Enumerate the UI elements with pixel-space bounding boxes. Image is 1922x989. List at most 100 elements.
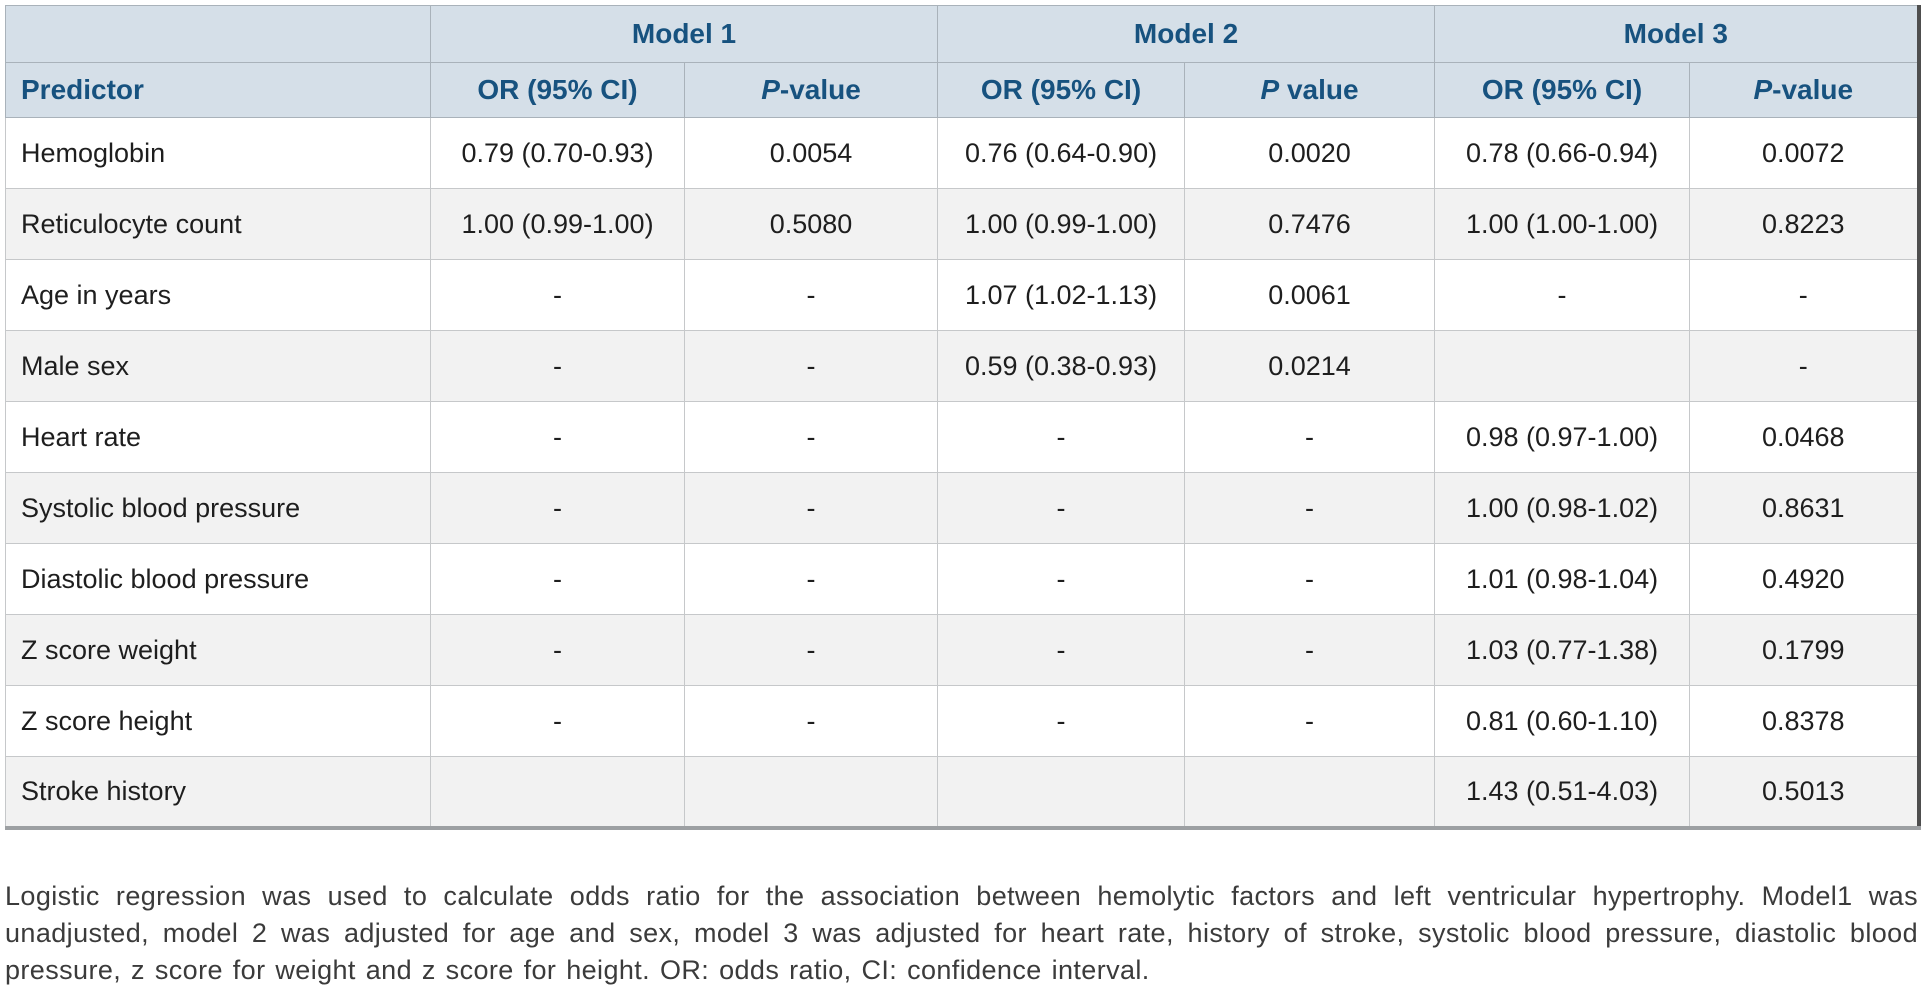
- model-3-header: Model 3: [1434, 5, 1920, 63]
- value-cell: 0.78 (0.66-0.94): [1434, 117, 1691, 189]
- value-cell: -: [683, 614, 939, 686]
- model3-or-header: OR (95% CI): [1434, 62, 1691, 118]
- predictor-header: Predictor: [5, 62, 431, 118]
- p-italic: P: [761, 74, 780, 105]
- predictor-cell: Z score weight: [5, 614, 431, 686]
- value-cell: 0.0468: [1689, 401, 1920, 473]
- value-cell: 1.00 (0.99-1.00): [430, 188, 685, 260]
- value-cell: -: [683, 401, 939, 473]
- value-cell: 0.79 (0.70-0.93): [430, 117, 685, 189]
- value-cell: 0.8631: [1689, 472, 1920, 544]
- model1-or-header: OR (95% CI): [430, 62, 685, 118]
- value-cell: 0.0061: [1184, 259, 1436, 331]
- value-cell: 1.00 (1.00-1.00): [1434, 188, 1691, 260]
- value-cell: 0.8378: [1689, 685, 1920, 757]
- predictor-cell: Systolic blood pressure: [5, 472, 431, 544]
- model-2-header: Model 2: [937, 5, 1436, 63]
- value-cell: -: [1184, 685, 1436, 757]
- value-cell: -: [430, 472, 685, 544]
- value-cell: 1.00 (0.99-1.00): [937, 188, 1186, 260]
- value-cell: 1.07 (1.02-1.13): [937, 259, 1186, 331]
- table-row: Stroke history 1.43 (0.51-4.03) 0.5013: [5, 756, 1920, 828]
- predictor-cell: Z score height: [5, 685, 431, 757]
- predictor-cell: Male sex: [5, 330, 431, 402]
- value-cell: -: [1184, 472, 1436, 544]
- value-cell: 0.81 (0.60-1.10): [1434, 685, 1691, 757]
- value-cell: -: [683, 330, 939, 402]
- value-cell: 0.0054: [683, 117, 939, 189]
- value-cell: 0.59 (0.38-0.93): [937, 330, 1186, 402]
- table-body: Hemoglobin 0.79 (0.70-0.93) 0.0054 0.76 (0.…: [5, 117, 1920, 828]
- value-cell: -: [1184, 543, 1436, 615]
- value-cell: -: [1184, 614, 1436, 686]
- p-italic: P: [1753, 74, 1773, 105]
- predictor-cell: Age in years: [5, 259, 431, 331]
- predictor-cell: Diastolic blood pressure: [5, 543, 431, 615]
- value-cell: 1.43 (0.51-4.03): [1434, 756, 1691, 828]
- table-row: Systolic blood pressure - - - -1.00 (0.98-1.…: [5, 472, 1920, 544]
- value-cell: -: [1689, 259, 1920, 331]
- value-cell: [1184, 756, 1436, 828]
- table-row: Male sex - -0.59 (0.38-0.93) 0.0214-: [5, 330, 1920, 402]
- value-cell: -: [430, 330, 685, 402]
- value-cell: -: [683, 472, 939, 544]
- value-cell: [1434, 330, 1691, 402]
- predictor-cell: Stroke history: [5, 756, 431, 828]
- value-cell: 0.8223: [1689, 188, 1920, 260]
- value-cell: -: [1184, 401, 1436, 473]
- value-cell: 0.76 (0.64-0.90): [937, 117, 1186, 189]
- value-cell: -: [430, 614, 685, 686]
- p-rest: -value: [779, 74, 861, 105]
- regression-results-table: Model 1 Model 2 Model 3 Predictor OR (95…: [5, 5, 1921, 830]
- value-cell: -: [683, 685, 939, 757]
- model2-or-header: OR (95% CI): [937, 62, 1186, 118]
- value-cell: 0.5013: [1689, 756, 1920, 828]
- table-row: Reticulocyte count 1.00 (0.99-1.00) 0.5080…: [5, 188, 1920, 260]
- model2-pvalue-header: P value: [1184, 62, 1436, 118]
- value-cell: -: [937, 685, 1186, 757]
- value-cell: 0.4920: [1689, 543, 1920, 615]
- value-cell: 0.7476: [1184, 188, 1436, 260]
- table-row: Z score height - - - -0.81 (0.60-1.10) 0.8378: [5, 685, 1920, 757]
- value-cell: 1.03 (0.77-1.38): [1434, 614, 1691, 686]
- value-cell: -: [937, 543, 1186, 615]
- model-1-header: Model 1: [429, 5, 939, 63]
- p-rest: value: [1279, 74, 1359, 105]
- value-cell: -: [937, 614, 1186, 686]
- value-cell: 0.1799: [1689, 614, 1920, 686]
- value-cell: 0.98 (0.97-1.00): [1434, 401, 1691, 473]
- value-cell: 0.0072: [1689, 117, 1920, 189]
- value-cell: [683, 756, 939, 828]
- table-row: Age in years - -1.07 (1.02-1.13) 0.0061- -: [5, 259, 1920, 331]
- p-rest: -value: [1772, 74, 1854, 105]
- table-row: Hemoglobin 0.79 (0.70-0.93) 0.0054 0.76 (0.…: [5, 117, 1920, 189]
- value-cell: -: [683, 259, 939, 331]
- value-cell: -: [937, 401, 1186, 473]
- value-cell: 1.01 (0.98-1.04): [1434, 543, 1691, 615]
- value-cell: -: [937, 472, 1186, 544]
- predictor-cell: Hemoglobin: [5, 117, 431, 189]
- model3-pvalue-header: P-value: [1689, 62, 1920, 118]
- table-row: Z score weight - - - -1.03 (0.77-1.38) 0.1799: [5, 614, 1920, 686]
- value-cell: [430, 756, 685, 828]
- column-header-row: Predictor OR (95% CI) P-value OR (95% CI…: [5, 62, 1920, 118]
- value-cell: -: [683, 543, 939, 615]
- model-header-row: Model 1 Model 2 Model 3: [5, 5, 1920, 63]
- value-cell: -: [430, 685, 685, 757]
- model1-pvalue-header: P-value: [683, 62, 939, 118]
- value-cell: -: [430, 259, 685, 331]
- predictor-cell: Reticulocyte count: [5, 188, 431, 260]
- value-cell: -: [430, 543, 685, 615]
- value-cell: 0.0214: [1184, 330, 1436, 402]
- table-row: Diastolic blood pressure - - - -1.01 (0.98-1…: [5, 543, 1920, 615]
- value-cell: -: [1689, 330, 1920, 402]
- value-cell: -: [430, 401, 685, 473]
- table-row: Heart rate - - - -0.98 (0.97-1.00) 0.0468: [5, 401, 1920, 473]
- predictor-cell: Heart rate: [5, 401, 431, 473]
- value-cell: 1.00 (0.98-1.02): [1434, 472, 1691, 544]
- p-italic: P: [1260, 74, 1280, 105]
- value-cell: 0.5080: [683, 188, 939, 260]
- value-cell: 0.0020: [1184, 117, 1436, 189]
- corner-cell: [5, 5, 431, 63]
